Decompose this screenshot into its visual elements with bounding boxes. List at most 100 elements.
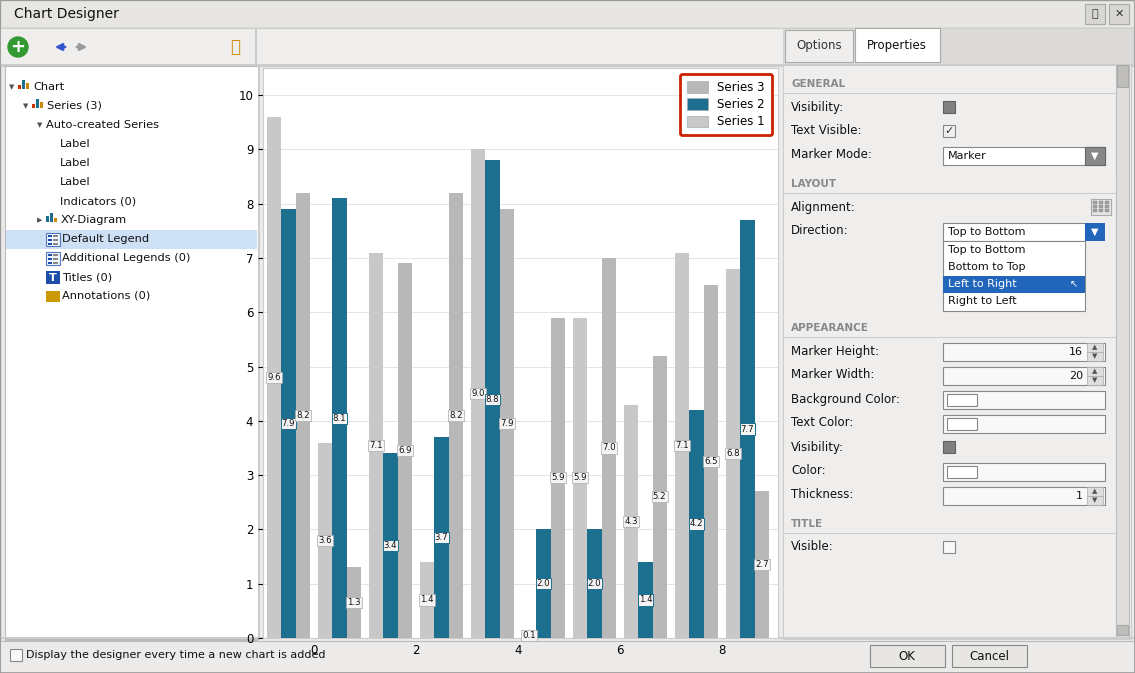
Text: 1.4: 1.4 [639, 596, 653, 604]
Bar [0, 641, 1135, 673]
Bar [53, 254, 58, 256]
Bar [53, 235, 58, 237]
Bar [726, 269, 740, 638]
Text: 3.4: 3.4 [384, 541, 397, 551]
Bar [537, 530, 550, 638]
Bar [47, 216, 49, 222]
Bar [1117, 625, 1128, 635]
Bar [1109, 4, 1129, 24]
Text: XY-Diagram: XY-Diagram [61, 215, 127, 225]
Text: Top to Bottom: Top to Bottom [948, 227, 1026, 237]
Bar [40, 102, 43, 108]
Text: 1: 1 [1076, 491, 1083, 501]
Text: ▼: ▼ [1092, 497, 1098, 503]
Bar [573, 318, 587, 638]
Bar [1091, 199, 1111, 215]
Text: 0.1: 0.1 [522, 631, 536, 640]
Text: ⬜: ⬜ [1092, 9, 1099, 19]
Text: 7.9: 7.9 [501, 419, 513, 428]
Text: 8.2: 8.2 [449, 411, 463, 420]
Text: Marker Width:: Marker Width: [791, 369, 874, 382]
Bar [943, 463, 1105, 481]
Text: Options: Options [796, 40, 842, 52]
Text: Marker: Marker [948, 151, 986, 161]
Text: Right to Left: Right to Left [948, 296, 1017, 306]
Text: Label: Label [60, 158, 91, 168]
Text: Label: Label [60, 177, 91, 187]
Text: 6.5: 6.5 [704, 457, 717, 466]
Bar [5, 639, 258, 641]
Text: ▲: ▲ [1092, 488, 1098, 494]
Bar [397, 263, 412, 638]
Bar [784, 533, 1116, 534]
Bar [1105, 205, 1109, 208]
Bar [10, 649, 22, 661]
Bar [1105, 209, 1109, 212]
Bar [624, 404, 638, 638]
Bar [0, 28, 1135, 66]
Bar [1087, 367, 1103, 376]
Text: 9.0: 9.0 [471, 389, 485, 398]
Bar [48, 254, 52, 256]
Bar [1085, 223, 1105, 241]
Bar [48, 258, 52, 260]
Text: 8.1: 8.1 [333, 414, 346, 423]
Bar [255, 28, 257, 66]
Bar [53, 239, 58, 241]
Bar [48, 235, 52, 237]
Text: Color:: Color: [791, 464, 825, 478]
Bar [783, 62, 1130, 639]
Text: ▶: ▶ [37, 217, 43, 223]
Text: 16: 16 [1069, 347, 1083, 357]
Text: Chart Designer: Chart Designer [14, 7, 119, 21]
Bar [943, 415, 1105, 433]
Text: 2.0: 2.0 [537, 579, 550, 588]
Text: Cancel: Cancel [969, 649, 1009, 662]
Text: Visibility:: Visibility: [791, 441, 844, 454]
Bar [47, 233, 60, 246]
Bar [50, 213, 53, 222]
Bar [602, 258, 616, 638]
Bar [369, 252, 384, 638]
Bar [0, 0, 1135, 28]
Bar [784, 515, 1116, 533]
Text: Additional Legends (0): Additional Legends (0) [62, 253, 191, 263]
Bar [943, 367, 1105, 385]
Text: Thickness:: Thickness: [791, 489, 854, 501]
Bar [318, 443, 333, 638]
Text: ▼: ▼ [1092, 353, 1098, 359]
Bar [1093, 205, 1098, 208]
Bar [26, 83, 30, 89]
Text: ▼: ▼ [24, 103, 28, 109]
Text: Titles (0): Titles (0) [62, 272, 112, 282]
Bar [740, 220, 755, 638]
Text: +: + [10, 38, 25, 56]
Bar [295, 193, 310, 638]
Bar [6, 230, 257, 249]
Text: 📊: 📊 [230, 38, 239, 56]
Text: 6.9: 6.9 [398, 446, 412, 455]
Text: 7.7: 7.7 [741, 425, 755, 433]
Bar [704, 285, 717, 638]
Bar [943, 487, 1105, 505]
Text: Bottom to Top: Bottom to Top [948, 262, 1026, 272]
Text: ↖: ↖ [1070, 279, 1078, 289]
Bar [48, 262, 52, 264]
Text: 4.2: 4.2 [690, 520, 704, 528]
Text: Visibility:: Visibility: [791, 100, 844, 114]
Bar [499, 209, 514, 638]
Bar [784, 175, 1116, 193]
Text: 7.0: 7.0 [602, 444, 615, 452]
Text: 1.3: 1.3 [347, 598, 361, 607]
Bar [281, 209, 295, 638]
Text: 7.9: 7.9 [281, 419, 295, 428]
Bar [258, 66, 260, 639]
Text: ▼: ▼ [1092, 377, 1098, 383]
Text: Visible:: Visible: [791, 540, 834, 553]
Text: 20: 20 [1069, 371, 1083, 381]
Text: 8.2: 8.2 [296, 411, 310, 420]
Bar [1087, 376, 1103, 385]
Text: Direction:: Direction: [791, 225, 849, 238]
Bar [943, 241, 1085, 311]
Text: Alignment:: Alignment: [791, 201, 856, 213]
